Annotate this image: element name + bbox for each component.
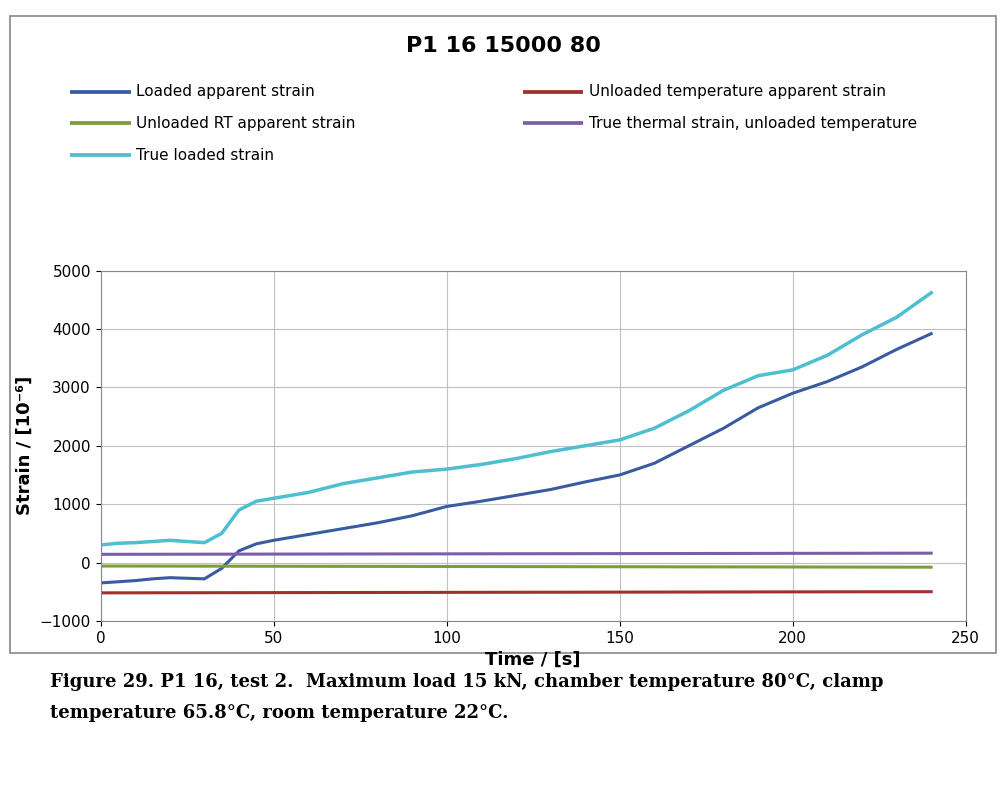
Text: True thermal strain, unloaded temperature: True thermal strain, unloaded temperatur… [589, 116, 916, 131]
Text: P1 16 15000 80: P1 16 15000 80 [405, 36, 601, 56]
Text: True loaded strain: True loaded strain [136, 148, 274, 162]
Text: Unloaded temperature apparent strain: Unloaded temperature apparent strain [589, 84, 885, 99]
Text: temperature 65.8°C, room temperature 22°C.: temperature 65.8°C, room temperature 22°… [50, 704, 509, 723]
Text: Loaded apparent strain: Loaded apparent strain [136, 84, 315, 99]
X-axis label: Time / [s]: Time / [s] [486, 651, 580, 669]
Text: Figure 29. P1 16, test 2.  Maximum load 15 kN, chamber temperature 80°C, clamp: Figure 29. P1 16, test 2. Maximum load 1… [50, 673, 884, 691]
Y-axis label: Strain / [10⁻⁶]: Strain / [10⁻⁶] [16, 377, 34, 515]
Text: Unloaded RT apparent strain: Unloaded RT apparent strain [136, 116, 355, 131]
